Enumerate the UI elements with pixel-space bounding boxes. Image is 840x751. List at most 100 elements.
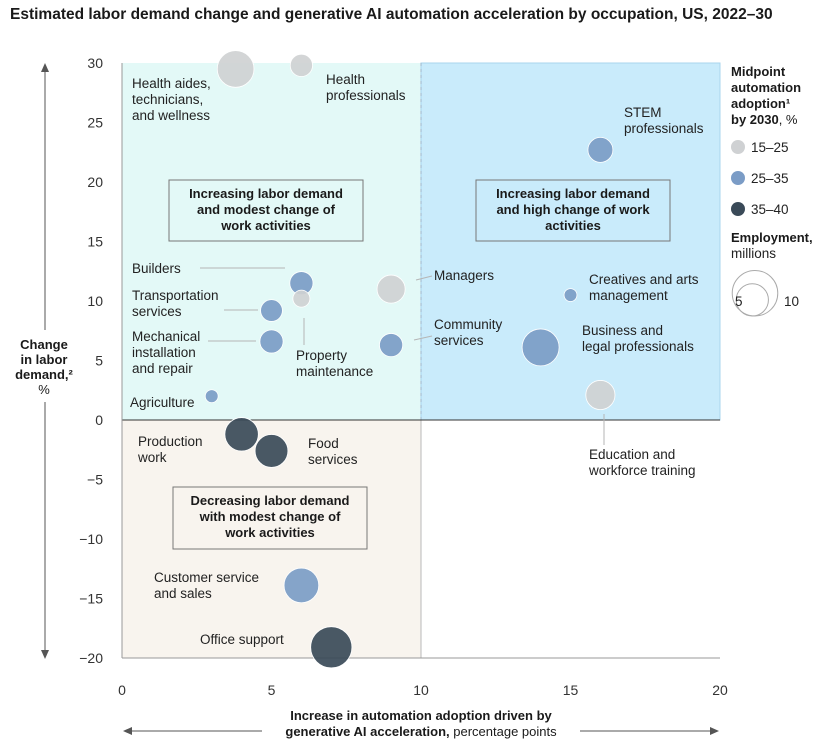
x-axis-label-bg xyxy=(262,708,580,742)
legend-size-subtitle: millions xyxy=(731,246,776,261)
y-axis-label: Change xyxy=(20,337,68,352)
bubble-point xyxy=(289,53,313,77)
quadrant-label: Decreasing labor demand xyxy=(191,493,350,508)
y-tick-label: 10 xyxy=(87,293,103,309)
y-tick-label: −5 xyxy=(87,472,103,488)
y-tick-label: 25 xyxy=(87,115,103,131)
legend-title: Midpoint xyxy=(731,64,786,79)
y-axis-arrowhead-down xyxy=(41,650,49,659)
legend-label: 35–40 xyxy=(751,202,789,217)
bubble-point xyxy=(563,288,578,302)
data-label: workforce training xyxy=(588,463,696,478)
data-label: Agriculture xyxy=(130,395,195,410)
y-axis-label: in labor xyxy=(21,352,68,367)
data-label: professionals xyxy=(624,121,704,136)
y-axis-arrowhead-up xyxy=(41,63,49,72)
y-axis-label: demand,² xyxy=(15,367,73,382)
leader-line xyxy=(415,275,433,281)
quadrant-label: Increasing labor demand xyxy=(496,186,650,201)
data-label: Customer service xyxy=(154,570,259,585)
data-label: Builders xyxy=(132,261,181,276)
data-label: services xyxy=(308,452,358,467)
data-label: Office support xyxy=(200,632,284,647)
y-tick-label: −15 xyxy=(79,591,103,607)
x-axis-arrowhead-right xyxy=(710,727,719,735)
data-label: STEM xyxy=(624,105,662,120)
bubble-point xyxy=(310,626,353,669)
quadrant-label: and high change of work xyxy=(496,202,650,217)
data-label: services xyxy=(434,333,484,348)
bubble-point xyxy=(216,50,255,88)
data-label: and sales xyxy=(154,586,212,601)
legend-label: 15–25 xyxy=(751,140,789,155)
legend-title: adoption¹ xyxy=(731,96,790,111)
data-label: and repair xyxy=(132,361,193,376)
quadrant-label-box xyxy=(168,179,364,242)
bubble-point xyxy=(259,329,284,354)
legend-size-title: Employment, xyxy=(731,230,813,245)
x-tick-label: 10 xyxy=(413,682,429,698)
data-label: Business and xyxy=(582,323,663,338)
chart-title: Estimated labor demand change and genera… xyxy=(10,6,773,23)
bubble-point xyxy=(587,136,614,163)
data-label: Health aides, xyxy=(132,76,211,91)
bubble-point xyxy=(260,299,283,322)
legend-label: 25–35 xyxy=(751,171,789,186)
data-label: maintenance xyxy=(296,364,373,379)
quadrant-label: activities xyxy=(545,218,601,233)
data-label: and wellness xyxy=(132,108,210,123)
data-label: Health xyxy=(326,72,365,87)
data-label: professionals xyxy=(326,88,406,103)
y-tick-label: 5 xyxy=(95,353,103,369)
y-axis-label-bg xyxy=(10,330,80,402)
data-label: Transportation xyxy=(132,288,219,303)
bubble-point xyxy=(224,417,259,452)
data-label: Production xyxy=(138,434,203,449)
data-label: services xyxy=(132,304,182,319)
bubble-point xyxy=(521,328,560,367)
data-label: installation xyxy=(132,345,196,360)
data-label: work xyxy=(137,450,167,465)
quadrant-label-box xyxy=(475,179,671,242)
y-tick-label: 0 xyxy=(95,412,103,428)
data-label: Managers xyxy=(434,268,494,283)
legend-swatch xyxy=(731,202,745,216)
x-tick-label: 0 xyxy=(118,682,126,698)
bubble-point xyxy=(254,434,289,468)
y-axis-label: % xyxy=(38,382,50,397)
x-axis-label: generative AI acceleration, percentage p… xyxy=(285,724,557,739)
legend-size-circle xyxy=(735,283,769,317)
bubble-point xyxy=(376,274,406,304)
x-tick-label: 20 xyxy=(712,682,728,698)
legend-title: by 2030, % xyxy=(731,112,798,127)
y-tick-label: 30 xyxy=(87,55,103,71)
bubble-point xyxy=(204,389,219,404)
bubble-point xyxy=(283,567,320,604)
data-label: Property xyxy=(296,348,347,363)
legend-swatch xyxy=(731,171,745,185)
leader-line xyxy=(413,335,433,341)
data-label: Education and xyxy=(589,447,675,462)
bubble-point xyxy=(585,380,616,410)
data-label: Mechanical xyxy=(132,329,200,344)
legend-title: automation xyxy=(731,80,801,95)
y-tick-label: 20 xyxy=(87,174,103,190)
legend-size-label: 10 xyxy=(784,294,799,309)
quadrant-label: work activities xyxy=(220,218,311,233)
quadrant-label: Increasing labor demand xyxy=(189,186,343,201)
quadrant-label: with modest change of xyxy=(199,509,342,524)
legend-size-label: 5 xyxy=(735,294,743,309)
data-label: Community xyxy=(434,317,503,332)
x-axis-arrowhead-left xyxy=(123,727,132,735)
quadrant-label: work activities xyxy=(224,525,315,540)
data-label: Food xyxy=(308,436,339,451)
quadrant-label-box xyxy=(172,486,368,550)
x-axis-label: Increase in automation adoption driven b… xyxy=(290,708,552,723)
data-label: legal professionals xyxy=(582,339,694,354)
data-label: Creatives and arts xyxy=(589,272,699,287)
bubble-point xyxy=(379,333,404,358)
y-tick-label: 15 xyxy=(87,234,103,250)
y-tick-label: −20 xyxy=(79,650,103,666)
bubble-point xyxy=(292,289,311,308)
